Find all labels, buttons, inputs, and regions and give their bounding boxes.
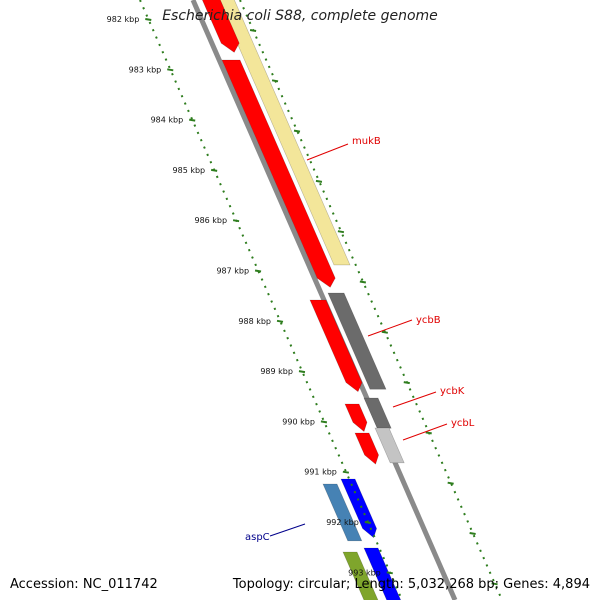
outer-tick-mark [293, 129, 301, 133]
tick-mark [145, 18, 152, 21]
outer-tick-mark [425, 431, 432, 435]
gene-label-connector [402, 423, 448, 441]
outer-tick-mark [337, 230, 345, 234]
cds-mukB [221, 59, 336, 288]
tick-label: 983 kbp [129, 65, 162, 74]
outer-tick-mark [469, 532, 476, 535]
feature-tracks [190, 0, 461, 600]
cds-aspC [322, 483, 363, 542]
tick-label: 992 kbp [326, 518, 359, 527]
tick-label: 982 kbp [107, 15, 140, 24]
tick-mark [276, 319, 284, 323]
gene-label-connector [269, 523, 306, 537]
tick-mark [189, 118, 196, 122]
cds-ycbK [344, 403, 368, 433]
outer-tick-mark [315, 179, 323, 183]
gene-label-connector [367, 319, 413, 337]
gene-label-ycbK: ycbK [440, 386, 465, 397]
feature-ycbL-light [374, 427, 405, 464]
tick-mark [386, 571, 393, 575]
outer-tick-mark [491, 582, 498, 586]
tick-mark [342, 470, 350, 474]
tick-mark [232, 219, 240, 223]
tick-mark [167, 68, 174, 72]
outer-tick-mark [381, 330, 388, 334]
gene-label-aspC: aspC [245, 532, 270, 543]
feature-ycbB-dark [327, 292, 387, 390]
tick-mark [298, 370, 306, 374]
inner-dotted-track [139, 0, 403, 600]
feature-ycbK-dark [363, 397, 392, 429]
tick-mark [210, 168, 218, 172]
accession-text: Accession: NC_011742 [10, 577, 158, 592]
gene-label-mukB: mukB [352, 136, 381, 147]
tick-marks: 982 kbp 983 kbp 984 kbp 985 kbp 986 kbp 987 k… [107, 0, 503, 600]
tick-mark [254, 269, 262, 273]
tick-label: 984 kbp [151, 116, 184, 125]
outer-tick-mark [359, 280, 367, 284]
cds-olive [342, 551, 379, 600]
gene-label-ycbB: ycbB [416, 315, 441, 326]
gene-label-connector [392, 391, 437, 408]
tick-mark [320, 420, 328, 424]
cds-blue-2 [363, 547, 402, 600]
cds-ycbB [309, 299, 363, 393]
genome-info-text: Topology: circular; Length: 5,032,268 bp… [232, 577, 590, 592]
gene-labels: mukB ycbB ycbK ycbL aspC [245, 136, 475, 543]
gene-label-connector [306, 143, 349, 161]
outer-tick-mark [271, 79, 279, 83]
gene-label-ycbL: ycbL [451, 418, 475, 429]
tick-label: 990 kbp [282, 417, 315, 426]
outer-tick-mark [447, 481, 454, 485]
cds-upstream [202, 0, 240, 53]
outer-dotted-track [239, 0, 503, 600]
tick-label: 988 kbp [238, 317, 271, 326]
tick-label: 989 kbp [260, 367, 293, 376]
pale-feature [218, 0, 351, 266]
outer-tick-mark [249, 29, 257, 32]
cds-ycbL [354, 432, 379, 465]
outer-tick-mark [403, 381, 410, 385]
tick-label: 991 kbp [304, 468, 337, 477]
tick-label: 993 kbp [348, 568, 381, 577]
tick-label: 987 kbp [216, 267, 249, 276]
genome-title: Escherichia coli S88, complete genome [162, 8, 438, 24]
tick-label: 985 kbp [173, 166, 206, 175]
tick-mark [364, 521, 371, 524]
tick-label: 986 kbp [194, 216, 227, 225]
